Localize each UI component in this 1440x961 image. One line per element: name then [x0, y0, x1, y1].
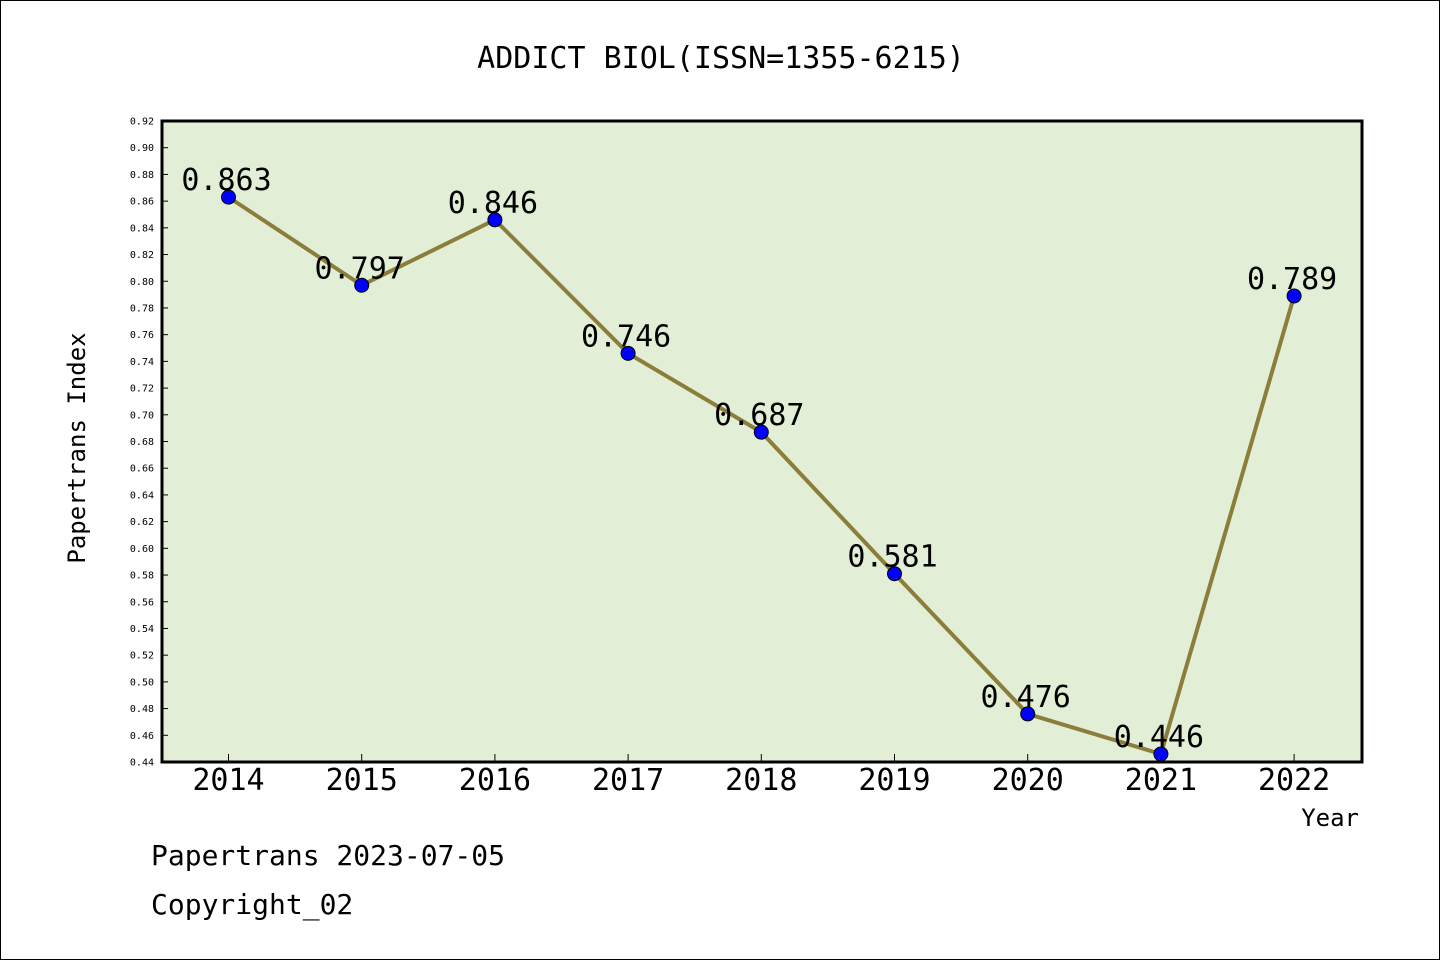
data-label: 0.581 [847, 540, 937, 575]
y-tick-label: 0.68 [130, 437, 154, 448]
data-point [487, 212, 503, 228]
data-point [354, 277, 370, 293]
x-axis-title: Year [1301, 804, 1359, 832]
data-point [753, 424, 769, 440]
data-label: 0.746 [581, 319, 671, 354]
y-tick-label: 0.46 [130, 731, 154, 742]
y-tick-label: 0.50 [130, 677, 154, 688]
x-tick-label: 2018 [725, 763, 797, 798]
y-tick-label: 0.78 [130, 303, 154, 314]
x-tick-label: 2021 [1125, 763, 1197, 798]
data-labels-group: 0.863 0.797 0.846 0.746 0.687 0.581 0.476 0.446… [181, 163, 1337, 755]
y-tick-label: 0.88 [130, 170, 154, 181]
y-tick-label: 0.92 [130, 117, 154, 128]
plot-area [160, 119, 1364, 764]
y-tick-label: 0.86 [130, 197, 154, 208]
y-tick-label: 0.70 [130, 410, 154, 421]
x-tick-label: 2017 [592, 763, 664, 798]
data-label: 0.687 [714, 398, 804, 433]
x-tick-label: 2015 [326, 763, 398, 798]
y-tick-label: 0.44 [130, 758, 154, 769]
data-label: 0.476 [981, 680, 1071, 715]
y-axis-title: Papertrans Index [63, 332, 91, 563]
data-label: 0.863 [181, 163, 271, 198]
footer-copyright: Copyright_02 [151, 888, 353, 922]
data-point [1286, 288, 1302, 304]
x-tick-label: 2022 [1258, 763, 1330, 798]
footer-date: Papertrans 2023-07-05 [151, 839, 505, 872]
y-tick-label: 0.48 [130, 704, 154, 715]
x-tick-label: 2019 [858, 763, 930, 798]
data-label: 0.797 [315, 251, 405, 286]
data-label: 0.789 [1247, 262, 1337, 297]
y-tick-label: 0.54 [130, 624, 154, 635]
data-point [887, 566, 902, 582]
data-label: 0.446 [1114, 720, 1204, 755]
x-tick-label: 2016 [459, 763, 531, 798]
data-point [1020, 706, 1036, 722]
y-axis-ticks: 0.44 0.46 0.48 0.50 0.52 0.54 0.56 0.58 0.60 0.62… [130, 117, 168, 769]
x-axis-ticks: 2014 2015 2016 2017 2018 2019 2020 2021 2022 [192, 754, 1330, 798]
y-tick-label: 0.72 [130, 384, 154, 395]
data-point [221, 189, 236, 205]
y-tick-label: 0.58 [130, 571, 154, 582]
y-tick-label: 0.66 [130, 464, 154, 475]
data-point [1153, 746, 1169, 762]
y-tick-label: 0.82 [130, 250, 154, 261]
data-label: 0.846 [448, 186, 538, 221]
y-tick-label: 0.76 [130, 330, 154, 341]
y-tick-label: 0.62 [130, 517, 154, 528]
y-tick-label: 0.90 [130, 143, 154, 154]
chart-title: ADDICT BIOL(ISSN=1355-6215) [477, 41, 965, 76]
x-tick-label: 2020 [992, 763, 1064, 798]
series-points-group [221, 189, 1302, 762]
y-tick-label: 0.64 [130, 490, 154, 501]
data-point [620, 345, 636, 361]
y-tick-label: 0.80 [130, 277, 154, 288]
y-tick-label: 0.84 [130, 223, 154, 234]
y-tick-label: 0.74 [130, 357, 154, 368]
y-tick-label: 0.56 [130, 597, 154, 608]
y-tick-label: 0.52 [130, 651, 154, 662]
x-tick-label: 2014 [192, 763, 264, 798]
y-tick-label: 0.60 [130, 544, 154, 555]
